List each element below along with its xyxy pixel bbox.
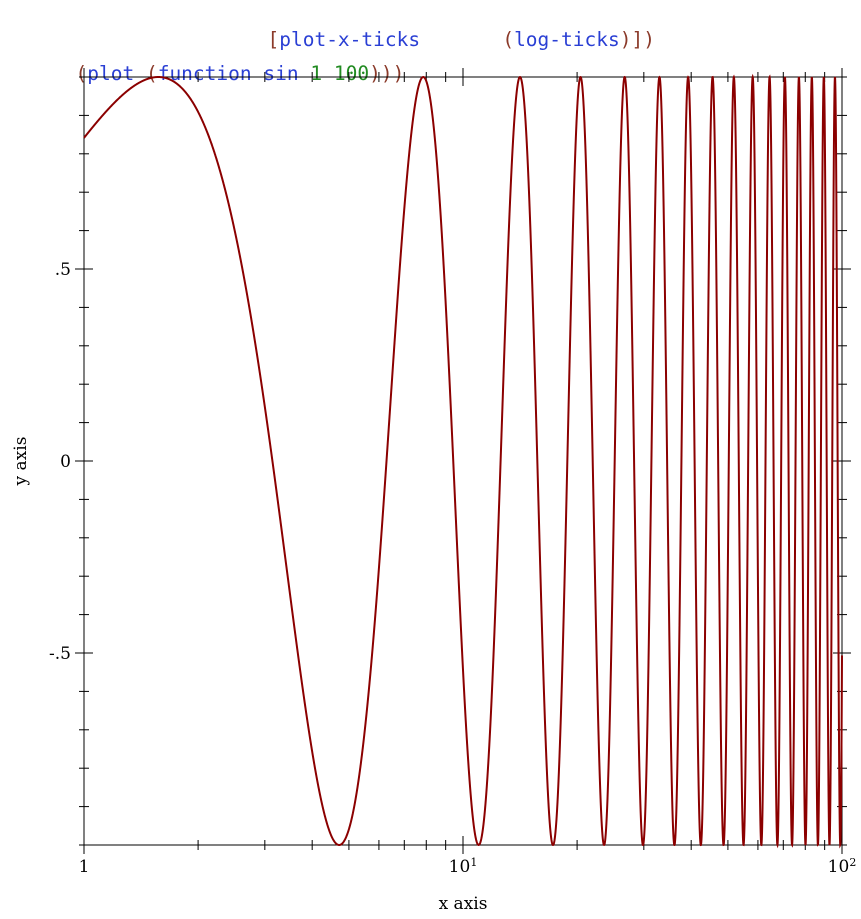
code-paren: ( <box>502 27 515 51</box>
x-tick-label: 102 <box>828 856 857 877</box>
code-plot: plot <box>87 61 135 85</box>
sin-curve <box>83 73 843 849</box>
code-line-2: (plot (function sin 1 100))) <box>52 44 404 83</box>
code-sin: sin <box>263 61 299 85</box>
code-plot-x-ticks: plot-x-ticks <box>279 27 421 51</box>
y-axis-label: y axis <box>11 437 31 487</box>
code-log-ticks: log-ticks <box>514 27 620 51</box>
x-tick-label: 101 <box>449 856 478 877</box>
code-paren: ( <box>145 61 158 85</box>
code-function: function <box>157 61 252 85</box>
code-line-1: [plot-x-ticks (log-ticks)]) <box>244 10 655 51</box>
tick-marks <box>75 68 851 854</box>
y-tick-label: 0 <box>60 452 71 472</box>
code-close: )]) <box>619 27 655 51</box>
y-tick-label: .5 <box>55 260 71 280</box>
x-axis-label: x axis <box>439 894 488 914</box>
code-bracket: [ <box>267 27 280 51</box>
x-tick-label: 1 <box>79 857 90 877</box>
y-tick-label: -.5 <box>49 644 71 664</box>
code-paren: ( <box>75 61 88 85</box>
code-close: ))) <box>369 61 405 85</box>
code-number-100: 100 <box>333 61 370 85</box>
code-number-1: 1 <box>310 61 323 85</box>
tick-labels: 1 101 102 .5 0 -.5 <box>49 260 856 877</box>
